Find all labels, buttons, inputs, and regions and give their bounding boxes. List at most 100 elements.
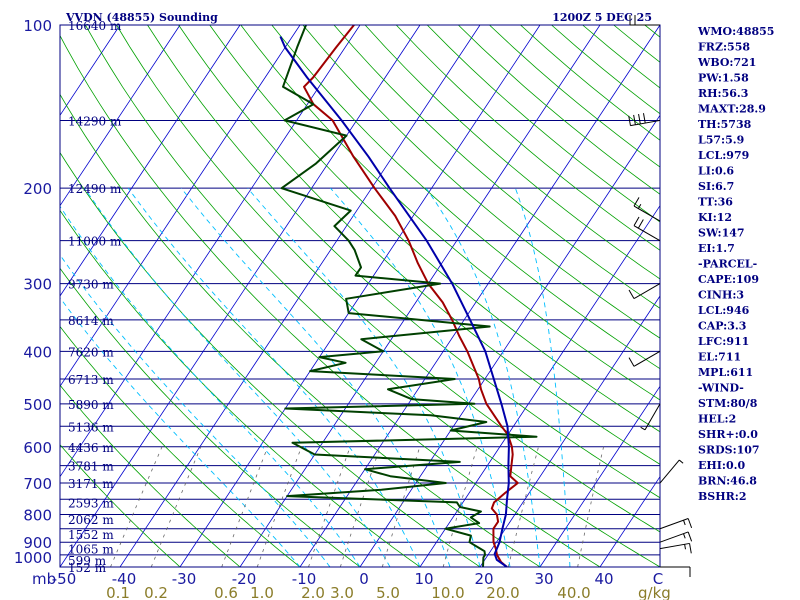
index-line: TT:36	[698, 196, 733, 209]
temperature-tick-label: 20	[474, 570, 493, 588]
wind-barb-flag	[628, 115, 631, 126]
valid-time: 1200Z 5 DEC 25	[552, 11, 652, 24]
mixing-ratio-line	[221, 446, 269, 567]
mixing-ratio-line	[256, 446, 302, 567]
dry-adiabat	[178, 25, 660, 465]
height-label: 5890 m	[68, 398, 114, 412]
isotherm-line	[60, 25, 361, 478]
wind-barb-flag	[633, 197, 640, 207]
index-line: MPL:611	[698, 366, 753, 379]
index-line: MAXT:28.9	[698, 103, 766, 116]
index-line: SW:147	[698, 227, 745, 240]
index-line: -WIND-	[698, 382, 744, 395]
height-label: 11000 m	[68, 235, 122, 249]
dry-adiabat	[240, 25, 660, 401]
index-line: STM:80/8	[698, 397, 758, 410]
height-label: 16640 m	[68, 19, 122, 33]
dry-adiabat	[302, 25, 660, 339]
temperature-tick-label: 10	[414, 570, 433, 588]
moist-adiabat	[60, 297, 301, 567]
index-line: SRDS:107	[698, 444, 760, 457]
index-line: LCL:979	[698, 149, 749, 162]
pressure-tick-label: 500	[23, 396, 52, 414]
wind-barb-half-flag	[683, 520, 686, 526]
pressure-tick-label: 100	[23, 17, 52, 35]
mixing-ratio-line	[150, 446, 202, 567]
temperature-tick-label: -40	[112, 570, 137, 588]
temperature-tick-label: 30	[534, 570, 553, 588]
wind-barb-half-flag	[684, 544, 686, 550]
isotherm-line	[539, 385, 660, 567]
dry-adiabat	[271, 25, 660, 370]
plot-area	[60, 25, 660, 567]
mixing-ratio-tick-label: 2.0	[301, 584, 325, 600]
dry-adiabat	[60, 267, 361, 567]
parcel-path	[279, 36, 510, 567]
height-label: 4436 m	[68, 441, 114, 455]
index-line: WMO:48855	[697, 25, 774, 38]
wind-barb-flag	[638, 113, 641, 125]
pressure-tick-label: 300	[23, 276, 52, 294]
mixing-ratio-tick-label: 3.0	[330, 584, 354, 600]
wind-barb-staff	[659, 518, 689, 530]
wind-barb-staff	[644, 403, 661, 431]
wind-barb-staff	[659, 459, 680, 484]
index-line: BSHR:2	[698, 490, 747, 503]
temperature-unit-label: C	[653, 570, 663, 588]
isotherm-line	[60, 25, 421, 567]
wind-barb-flag	[689, 543, 692, 554]
index-line: CAPE:109	[698, 273, 759, 286]
height-label: 599 m	[68, 554, 107, 568]
index-line: L57:5.9	[698, 134, 744, 147]
mixing-ratio-line	[577, 446, 604, 567]
dry-adiabat	[209, 25, 660, 433]
pressure-tick-label: 1000	[14, 549, 52, 567]
height-label: 6713 m	[68, 373, 114, 387]
temperature-tick-label: -10	[292, 570, 317, 588]
index-line: LFC:911	[698, 335, 749, 348]
mixing-ratio-tick-label: 0.6	[214, 584, 238, 600]
temperature-tick-label: -50	[52, 570, 77, 588]
mixing-ratio-line	[339, 446, 381, 567]
index-line: LCL:946	[698, 304, 750, 317]
pressure-tick-label: 200	[23, 180, 52, 198]
index-line: SI:6.7	[698, 180, 734, 193]
moist-adiabat	[127, 187, 421, 567]
isotherm-line	[299, 25, 660, 567]
dry-adiabat	[364, 25, 660, 280]
mixing-ratio-line	[308, 446, 351, 567]
dewpoint-profile	[280, 25, 538, 567]
index-line: -PARCEL-	[698, 258, 757, 271]
index-line: RH:56.3	[698, 87, 748, 100]
pressure-unit-label: mb	[32, 570, 56, 588]
height-label: 2062 m	[68, 513, 114, 527]
dry-adiabat	[116, 25, 660, 533]
moist-adiabat	[60, 254, 331, 567]
mixing-ratio-tick-label: 0.1	[106, 584, 130, 600]
wind-barb-flag	[687, 531, 693, 542]
chart-title: VVDN (48855) Sounding	[65, 11, 218, 24]
index-line: SHR+:0.0	[698, 428, 758, 441]
wind-barb-flag	[633, 216, 640, 226]
height-label: 152 m	[68, 561, 107, 575]
moist-adiabat	[425, 187, 541, 567]
height-label: 2593 m	[68, 496, 114, 510]
height-label: 14290 m	[68, 114, 122, 128]
temperature-profile	[303, 25, 519, 567]
index-line: EI:1.7	[698, 242, 735, 255]
height-label: 9730 m	[68, 278, 114, 292]
index-line: KI:12	[698, 211, 732, 224]
isotherm-line	[359, 114, 660, 567]
height-label: 3781 m	[68, 460, 114, 474]
isotherm-line	[60, 25, 301, 388]
index-line: FRZ:558	[698, 41, 750, 54]
dry-adiabat	[147, 25, 660, 499]
mixing-ratio-line	[110, 446, 163, 567]
mixing-ratio-line	[442, 446, 478, 567]
wind-barb-half-flag	[640, 426, 646, 431]
index-line: LI:0.6	[698, 165, 734, 178]
index-line: HEL:2	[698, 413, 736, 426]
mixing-ratio-line	[381, 446, 421, 567]
